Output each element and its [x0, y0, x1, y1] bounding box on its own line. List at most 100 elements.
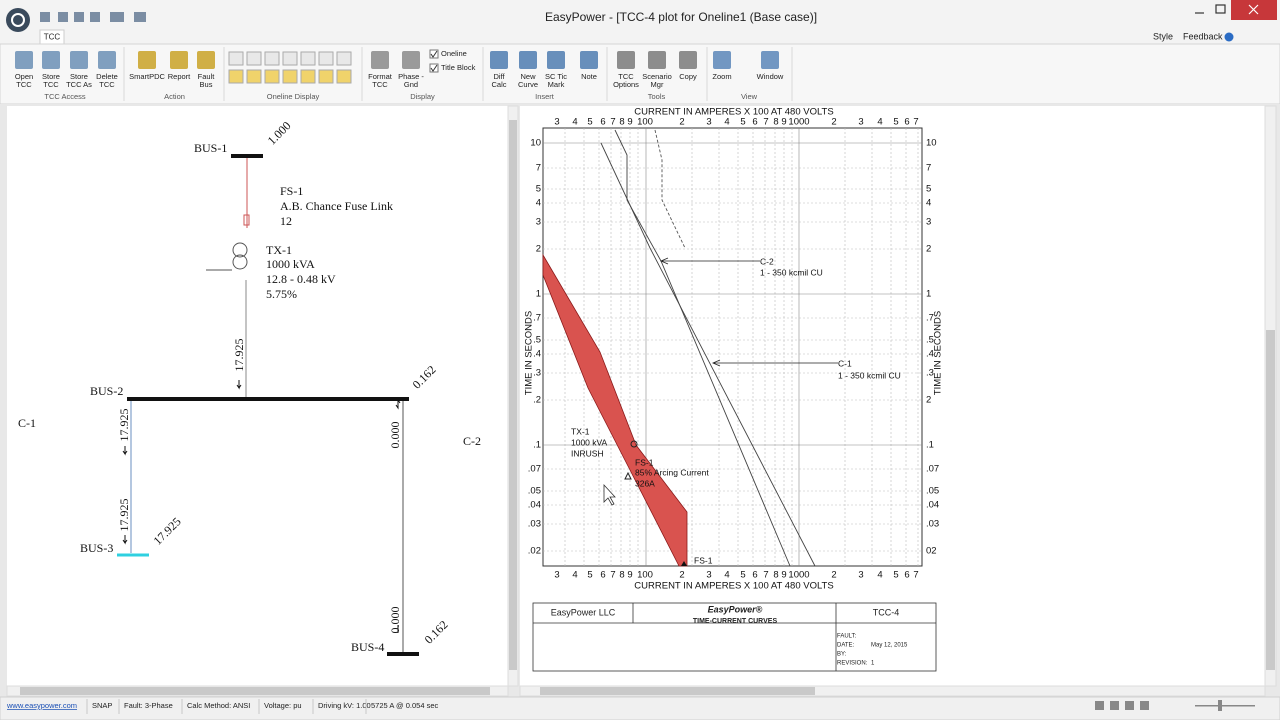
tool-icon[interactable] [264, 51, 280, 66]
tool-icon[interactable] [336, 51, 352, 66]
scroll-thumb[interactable] [509, 120, 517, 670]
button-label: Store [70, 72, 88, 81]
button-icon [170, 51, 188, 69]
x-tick-label: 6 [752, 117, 757, 128]
status-link[interactable]: www.easypower.com [6, 701, 77, 710]
tool-icon[interactable] [228, 51, 244, 66]
group-label: Insert [535, 92, 555, 101]
oneline-pane [7, 106, 508, 686]
tool-icon[interactable] [318, 51, 334, 66]
x-tick-label: 2 [831, 117, 836, 128]
button-label: Mark [548, 80, 565, 89]
arcing-marker [624, 471, 632, 480]
button-icon [490, 51, 508, 69]
ribbon-tab-label: TCC [44, 33, 61, 42]
tool-icon[interactable] [318, 69, 334, 84]
y2-tick-label: 1 [926, 289, 931, 300]
tb-subtitle: TIME-CURRENT CURVES [693, 618, 778, 625]
tb-product: EasyPower® [708, 604, 763, 614]
y2-tick-label: .7 [926, 313, 934, 324]
button-icon [713, 51, 731, 69]
tool-icon[interactable] [282, 51, 298, 66]
window-controls[interactable] [1195, 0, 1277, 20]
group-label: Oneline Display [267, 92, 320, 101]
x-tick-label-bottom: 4 [877, 570, 882, 581]
y2-tick-label: .5 [926, 335, 934, 346]
oneline-label: FS-1 [280, 184, 303, 198]
y-tick-label: .5 [533, 335, 541, 346]
plot-annotation: C-1 [838, 358, 852, 368]
button-label: New [520, 72, 536, 81]
plot-annotation: C-2 [760, 256, 774, 266]
tb-field: DATE: [837, 643, 855, 649]
tool-icon[interactable] [264, 69, 280, 84]
oneline-label: 12 [280, 214, 292, 228]
tool-icon[interactable] [336, 69, 352, 84]
button-label: Scenario [642, 72, 672, 81]
button-label: Calc [491, 80, 506, 89]
x-tick-label-bottom: 3 [554, 570, 559, 581]
oneline-label: 17.925 [232, 339, 246, 372]
x-tick-label: 3 [858, 117, 863, 128]
y2-tick-label: 3 [926, 217, 931, 228]
tool-icon[interactable] [282, 69, 298, 84]
y2-tick-label: 02 [926, 546, 937, 557]
help-icon[interactable] [1224, 32, 1234, 42]
status-item: Driving kV: 1.00 [318, 701, 371, 710]
button-label: TCC [618, 72, 634, 81]
y2-tick-label: .4 [926, 349, 934, 360]
button-icon [617, 51, 635, 69]
group-label: Action [164, 92, 185, 101]
oneline-label: BUS-3 [80, 541, 113, 555]
mouse-cursor [603, 483, 616, 506]
scroll-thumb[interactable] [20, 687, 490, 695]
status-controls[interactable] [1095, 700, 1255, 711]
h-scrollbar-right[interactable] [519, 685, 1266, 697]
group-label: Display [410, 92, 435, 101]
x-tick-label: 100 [637, 117, 653, 128]
checkbox[interactable] [429, 49, 439, 59]
button-icon [15, 51, 33, 69]
button-icon [70, 51, 88, 69]
x-tick-label: 4 [724, 117, 729, 128]
x-tick-label-bottom: 9 [627, 570, 632, 581]
x-tick-label-bottom: 3 [858, 570, 863, 581]
menu-style[interactable]: Style [1153, 31, 1173, 41]
checkbox[interactable] [429, 63, 439, 73]
x-tick-label-bottom: 7 [763, 570, 768, 581]
y-tick-label: .03 [528, 519, 541, 530]
tool-icon[interactable] [246, 51, 262, 66]
oneline-label: BUS-2 [90, 384, 123, 398]
y2-tick-label: .05 [926, 486, 939, 497]
x-tick-label-bottom: 100 [637, 570, 653, 581]
x-tick-label-bottom: 6 [752, 570, 757, 581]
x-tick-label-bottom: 6 [904, 570, 909, 581]
status-bar [0, 696, 1280, 720]
quick-access-toolbar [40, 12, 146, 22]
button-label: Curve [518, 80, 538, 89]
plot-annotation: 1 - 350 kcmil CU [760, 267, 823, 277]
x-tick-label: 7 [763, 117, 768, 128]
x-tick-label-bottom: 4 [572, 570, 577, 581]
app-button[interactable] [6, 8, 30, 32]
button-label: Gnd [404, 80, 418, 89]
button-label: Delete [96, 72, 118, 81]
scroll-thumb[interactable] [540, 687, 815, 695]
damage-curve [654, 129, 686, 249]
y-tick-label: 3 [536, 217, 541, 228]
status-item: 5725 A @ 0.054 sec [371, 701, 438, 710]
scroll-thumb[interactable] [1266, 330, 1275, 670]
tool-icon[interactable] [300, 69, 316, 84]
y2-axis-label: TIME IN SECONDS [933, 311, 944, 395]
menu-feedback[interactable]: Feedback [1183, 31, 1223, 41]
button-label: Store [42, 72, 60, 81]
plot-annotation: FS-1 [694, 555, 713, 565]
tool-icon[interactable] [228, 69, 244, 84]
button-icon [580, 51, 598, 69]
button-icon [138, 51, 156, 69]
tool-icon[interactable] [300, 51, 316, 66]
tb-drawing: TCC-4 [873, 607, 900, 617]
x-tick-label-bottom: 2 [679, 570, 684, 581]
tool-icon[interactable] [246, 69, 262, 84]
